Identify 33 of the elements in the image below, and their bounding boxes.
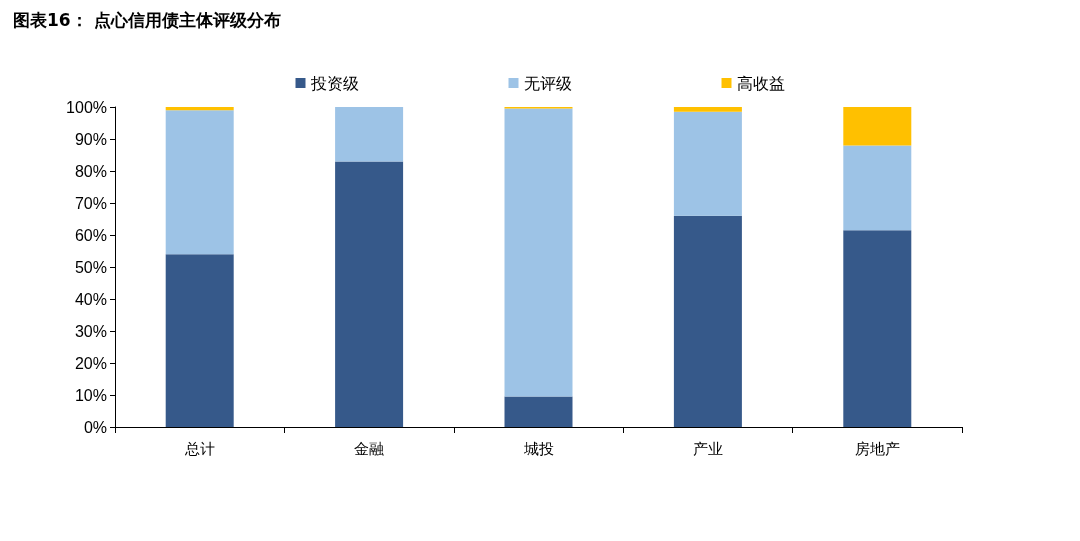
y-tick-label: 80% [74, 162, 107, 180]
x-tick-label: 金融 [354, 439, 385, 458]
legend-label: 投资级 [309, 73, 359, 93]
bar [673, 107, 742, 112]
y-tick-label: 20% [74, 354, 107, 372]
bar [165, 107, 234, 111]
y-tick-label: 100% [66, 98, 107, 116]
bar [165, 110, 234, 255]
y-tick-label: 30% [74, 322, 107, 340]
y-tick-label: 40% [74, 290, 107, 308]
chart-title: 图表16： 点心信用债主体评级分布 [13, 9, 281, 30]
bar [673, 215, 742, 427]
legend-label: 无评级 [523, 73, 572, 93]
y-tick-label: 90% [74, 130, 107, 148]
y-tick-label: 10% [74, 386, 107, 404]
bar [504, 108, 573, 397]
bar [843, 230, 912, 427]
bar [673, 111, 742, 216]
bar [165, 254, 234, 427]
y-tick-label: 60% [74, 226, 107, 244]
y-tick-label: 70% [74, 194, 107, 212]
y-tick-label: 50% [74, 258, 107, 276]
bar [335, 107, 404, 162]
bar [335, 161, 404, 427]
y-tick-label: 0% [83, 418, 107, 436]
bar [504, 396, 573, 427]
x-tick-label: 房地产 [854, 439, 900, 458]
bar [843, 107, 912, 146]
legend-label: 高收益 [736, 73, 785, 93]
x-tick-label: 总计 [183, 439, 215, 458]
x-tick-label: 产业 [692, 439, 723, 458]
bar [843, 145, 912, 231]
x-tick-label: 城投 [522, 439, 554, 458]
